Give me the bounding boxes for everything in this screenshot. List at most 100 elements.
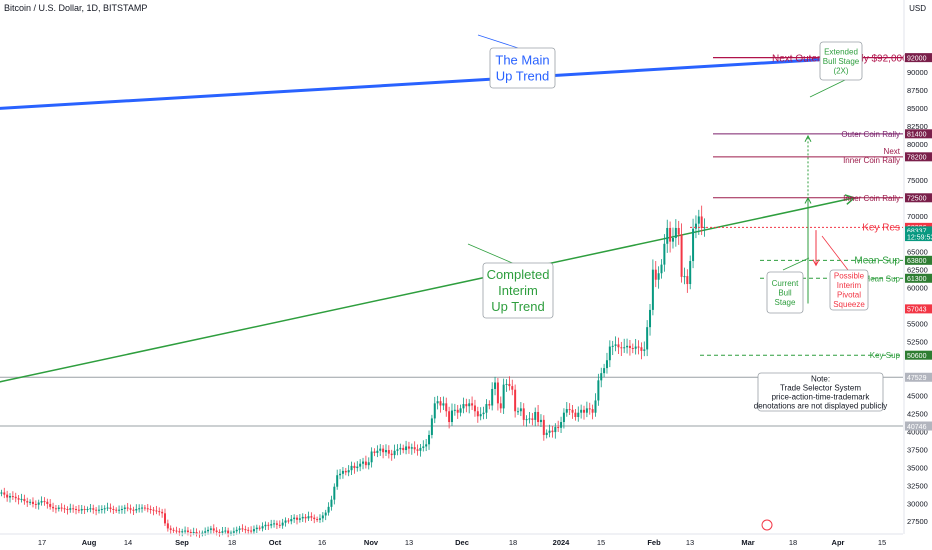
- time-axis[interactable]: 17 Aug 14 Sep 18 Oct 16 Nov 13 Dec 18 2024 15 Feb 13 Ma…: [0, 519, 903, 547]
- candle-body: [683, 276, 686, 278]
- candle-body: [235, 529, 238, 532]
- candle-body: [166, 523, 169, 529]
- candle-body: [671, 238, 674, 242]
- price-badge: [905, 273, 932, 283]
- candle-body: [583, 409, 586, 413]
- candle-body: [654, 269, 657, 280]
- candle-body: [11, 496, 14, 498]
- candle-body: [459, 408, 462, 413]
- price-axis[interactable]: 27500 30000 32500 35000 37500 40000 42500 45000…: [903, 0, 932, 534]
- candle-body: [327, 506, 330, 513]
- price-badge: [905, 226, 932, 236]
- candle-body: [393, 450, 396, 456]
- candle-body: [120, 509, 123, 510]
- price-tick: 52500: [907, 338, 928, 347]
- candle-body: [189, 532, 192, 533]
- callout-leader: [821, 235, 849, 271]
- time-tick: 18: [789, 538, 797, 547]
- candle-body: [362, 461, 365, 464]
- extended-stage-arrowhead: [804, 134, 812, 142]
- candle-body: [631, 348, 634, 349]
- price-tick: 40000: [907, 427, 928, 436]
- candle-body: [296, 517, 299, 520]
- candle-body: [617, 344, 620, 348]
- symbol-title[interactable]: Bitcoin / U.S. Dollar, 1D, BITSTAMP: [4, 3, 148, 13]
- candle-body: [141, 507, 144, 509]
- price-badge-label: 47529: [907, 375, 927, 382]
- candle-body: [603, 368, 606, 374]
- interim-trend-callout-text: Interim: [498, 283, 538, 298]
- level-label: Key Res: [862, 222, 900, 233]
- price-badge: [905, 129, 932, 139]
- candle-body: [514, 389, 517, 412]
- price-badge: [905, 232, 932, 242]
- level-label: Inner Coin Rally: [843, 194, 900, 203]
- candle-body: [623, 347, 626, 349]
- candle-body: [224, 530, 227, 532]
- candle-body: [528, 418, 531, 420]
- candle-body: [97, 509, 100, 511]
- candle-body: [637, 346, 640, 348]
- main-trend-callout-text: The Main: [495, 53, 549, 68]
- candle-body: [364, 461, 367, 466]
- currency-label[interactable]: USD: [909, 4, 926, 13]
- time-tick: Feb: [647, 538, 661, 547]
- callout-leader: [477, 34, 519, 49]
- candle-body: [43, 501, 46, 503]
- candle-body: [405, 446, 408, 451]
- candle-body: [52, 506, 55, 509]
- candle-body: [531, 418, 534, 420]
- candle-body: [244, 529, 247, 531]
- candle-body: [376, 450, 379, 453]
- candle-body: [95, 509, 98, 511]
- candle-body: [255, 527, 258, 530]
- trendlines: [0, 52, 858, 383]
- time-tick: 2024: [553, 538, 571, 547]
- candle-body: [445, 403, 448, 412]
- candle-body: [580, 409, 583, 413]
- time-tick: Mar: [741, 538, 754, 547]
- candle-body: [60, 507, 63, 509]
- candle-body: [703, 227, 706, 229]
- price-badge: [905, 350, 932, 360]
- candle-body: [284, 520, 287, 523]
- price-tick: 85000: [907, 104, 928, 113]
- candle-body: [669, 227, 672, 242]
- candle-body: [89, 508, 92, 510]
- level-label: Mean Sup: [854, 255, 900, 266]
- candle-body: [373, 451, 376, 453]
- candle-body: [353, 465, 356, 469]
- candle-body: [204, 531, 207, 533]
- candle-body: [232, 531, 235, 533]
- note-callout-text: Trade Selector System: [780, 383, 861, 392]
- time-tick: 18: [228, 538, 236, 547]
- candle-body: [399, 447, 402, 450]
- candle-body: [126, 507, 129, 509]
- candle-body: [476, 411, 479, 417]
- note-callout-box: [757, 372, 884, 412]
- candle-body: [261, 526, 264, 529]
- interim-trendline: [0, 197, 855, 383]
- candle-body: [163, 513, 166, 524]
- candle-body: [336, 475, 339, 487]
- candle-body: [9, 496, 12, 498]
- candle-body: [129, 508, 132, 510]
- callout-leader: [782, 257, 810, 271]
- candle-body: [448, 411, 451, 423]
- price-badge-label: 61300: [907, 276, 927, 283]
- candle-body: [6, 494, 9, 498]
- price-badge-label: 57043: [907, 307, 927, 314]
- candle-body: [149, 509, 152, 510]
- price-badge: [905, 255, 932, 265]
- candle-body: [522, 408, 525, 420]
- candle-body: [442, 403, 445, 406]
- candle-body: [307, 516, 310, 519]
- pivotal-squeeze-callout-text: Squeeze: [833, 300, 865, 309]
- candle-body: [545, 432, 548, 435]
- candle-body: [333, 486, 336, 500]
- candle-body: [135, 509, 138, 511]
- candle-body: [49, 503, 52, 507]
- candle-body: [161, 511, 164, 514]
